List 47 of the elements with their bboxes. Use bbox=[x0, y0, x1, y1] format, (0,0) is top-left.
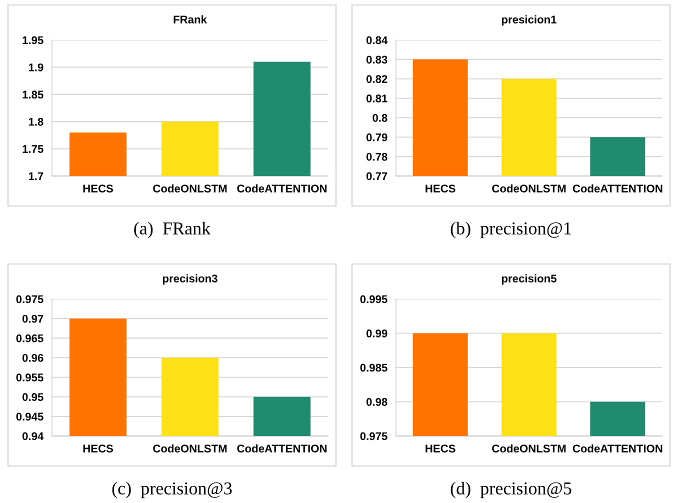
y-tick-label: 0.995 bbox=[360, 295, 388, 304]
x-tick-label: HECS bbox=[83, 184, 113, 192]
chart-title: presicion1 bbox=[502, 15, 556, 26]
x-tick-label: CodeATTENTION bbox=[237, 184, 327, 192]
y-tick-label: 0.8 bbox=[372, 114, 388, 122]
x-tick-label: CodeONLSTM bbox=[492, 184, 566, 192]
y-tick-label: 0.965 bbox=[16, 334, 44, 342]
y-tick-label: 0.78 bbox=[366, 152, 388, 161]
y-tick-label: 0.95 bbox=[22, 393, 44, 401]
chart-title: FRank bbox=[174, 15, 207, 24]
y-tick-label: 0.98 bbox=[366, 398, 388, 406]
y-tick-label: 0.83 bbox=[366, 56, 388, 64]
y-tick-label: 1.85 bbox=[22, 90, 44, 99]
y-tick-label: 0.97 bbox=[22, 314, 44, 323]
y-tick-label: 0.975 bbox=[16, 295, 44, 304]
y-tick-label: 0.96 bbox=[22, 354, 44, 362]
y-tick-label: 0.945 bbox=[16, 412, 44, 421]
y-tick-label: 0.77 bbox=[366, 172, 388, 180]
text: (a) FRank bbox=[134, 222, 211, 238]
x-tick-label: CodeONLSTM bbox=[153, 444, 227, 452]
x-tick-label: HECS bbox=[426, 444, 456, 452]
y-tick-label: 0.79 bbox=[366, 133, 388, 142]
text: (b) precision@1 bbox=[450, 222, 571, 238]
y-tick-label: 0.955 bbox=[16, 374, 44, 382]
chart-title: precision5 bbox=[502, 274, 556, 285]
x-tick-label: HECS bbox=[83, 444, 113, 452]
y-tick-label: 0.975 bbox=[360, 432, 388, 440]
text: (c) precision@3 bbox=[112, 482, 232, 498]
x-tick-label: CodeATTENTION bbox=[237, 444, 327, 452]
y-tick-label: 1.75 bbox=[22, 145, 44, 153]
y-tick-label: 1.7 bbox=[28, 172, 44, 180]
y-tick-label: 0.94 bbox=[22, 432, 44, 440]
y-tick-label: 0.99 bbox=[366, 330, 388, 338]
x-tick-label: HECS bbox=[426, 184, 456, 192]
y-tick-label: 0.84 bbox=[366, 36, 388, 44]
y-tick-label: 1.9 bbox=[28, 63, 44, 72]
y-tick-label: 0.81 bbox=[366, 94, 388, 102]
y-tick-label: 0.82 bbox=[366, 75, 388, 83]
y-tick-label: 1.95 bbox=[22, 36, 44, 44]
y-tick-label: 1.8 bbox=[28, 118, 44, 126]
x-tick-label: CodeATTENTION bbox=[572, 444, 662, 452]
chart-title: precision3 bbox=[162, 274, 218, 285]
x-tick-label: CodeONLSTM bbox=[492, 444, 566, 452]
y-tick-label: 0.985 bbox=[360, 364, 388, 372]
x-tick-label: CodeATTENTION bbox=[572, 184, 662, 192]
text: (d) precision@5 bbox=[450, 482, 572, 498]
x-tick-label: CodeONLSTM bbox=[153, 184, 227, 192]
